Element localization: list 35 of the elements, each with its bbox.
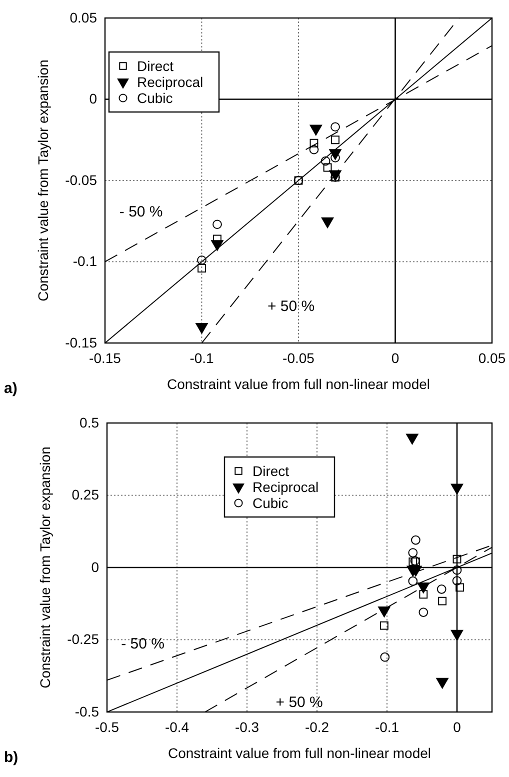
y-tick-label: 0.25 — [72, 486, 100, 503]
legend-label: Direct — [252, 462, 290, 479]
x-tick-label: -0.3 — [234, 718, 260, 735]
y-tick-label: -0.25 — [67, 631, 100, 648]
y-axis-title: Constraint value from Taylor expansion — [34, 60, 51, 302]
x-axis-title: Constraint value from full non-linear model — [168, 745, 432, 761]
y-tick-label: -0.1 — [72, 253, 98, 270]
x-tick-label: -0.1 — [374, 718, 400, 735]
y-tick-label: -0.15 — [65, 334, 98, 350]
x-tick-label: 0.05 — [478, 350, 506, 366]
y-tick-label: -0.05 — [65, 172, 98, 188]
annotation: + 50 % — [276, 694, 323, 712]
annotation: + 50 % — [268, 298, 315, 315]
x-tick-label: 0 — [391, 350, 400, 366]
x-tick-label: -0.2 — [304, 718, 330, 735]
annotation: - 50 % — [119, 203, 163, 220]
legend-label: Reciprocal — [252, 478, 319, 495]
legend-label: Direct — [137, 58, 174, 74]
x-tick-label: -0.1 — [190, 350, 214, 366]
text: a) — [4, 380, 18, 397]
y-tick-label: 0.5 — [80, 414, 100, 430]
y-tick-label: 0 — [91, 558, 100, 575]
y-tick-label: -0.5 — [74, 703, 100, 720]
x-tick-label: -0.4 — [164, 718, 190, 735]
annotation: - 50 % — [121, 636, 164, 653]
x-tick-label: 0 — [453, 718, 462, 735]
legend-label: Cubic — [252, 494, 288, 511]
y-tick-label: 0 — [89, 90, 98, 107]
legend-label: Cubic — [137, 90, 173, 106]
y-axis-title: Constraint value from Taylor expansion — [36, 446, 53, 688]
text: b) — [4, 749, 18, 766]
legend-label: Reciprocal — [137, 74, 204, 90]
x-tick-label: -0.05 — [282, 350, 315, 366]
y-tick-label: 0.05 — [70, 9, 98, 26]
x-axis-title: Constraint value from full non-linear model — [166, 376, 430, 392]
